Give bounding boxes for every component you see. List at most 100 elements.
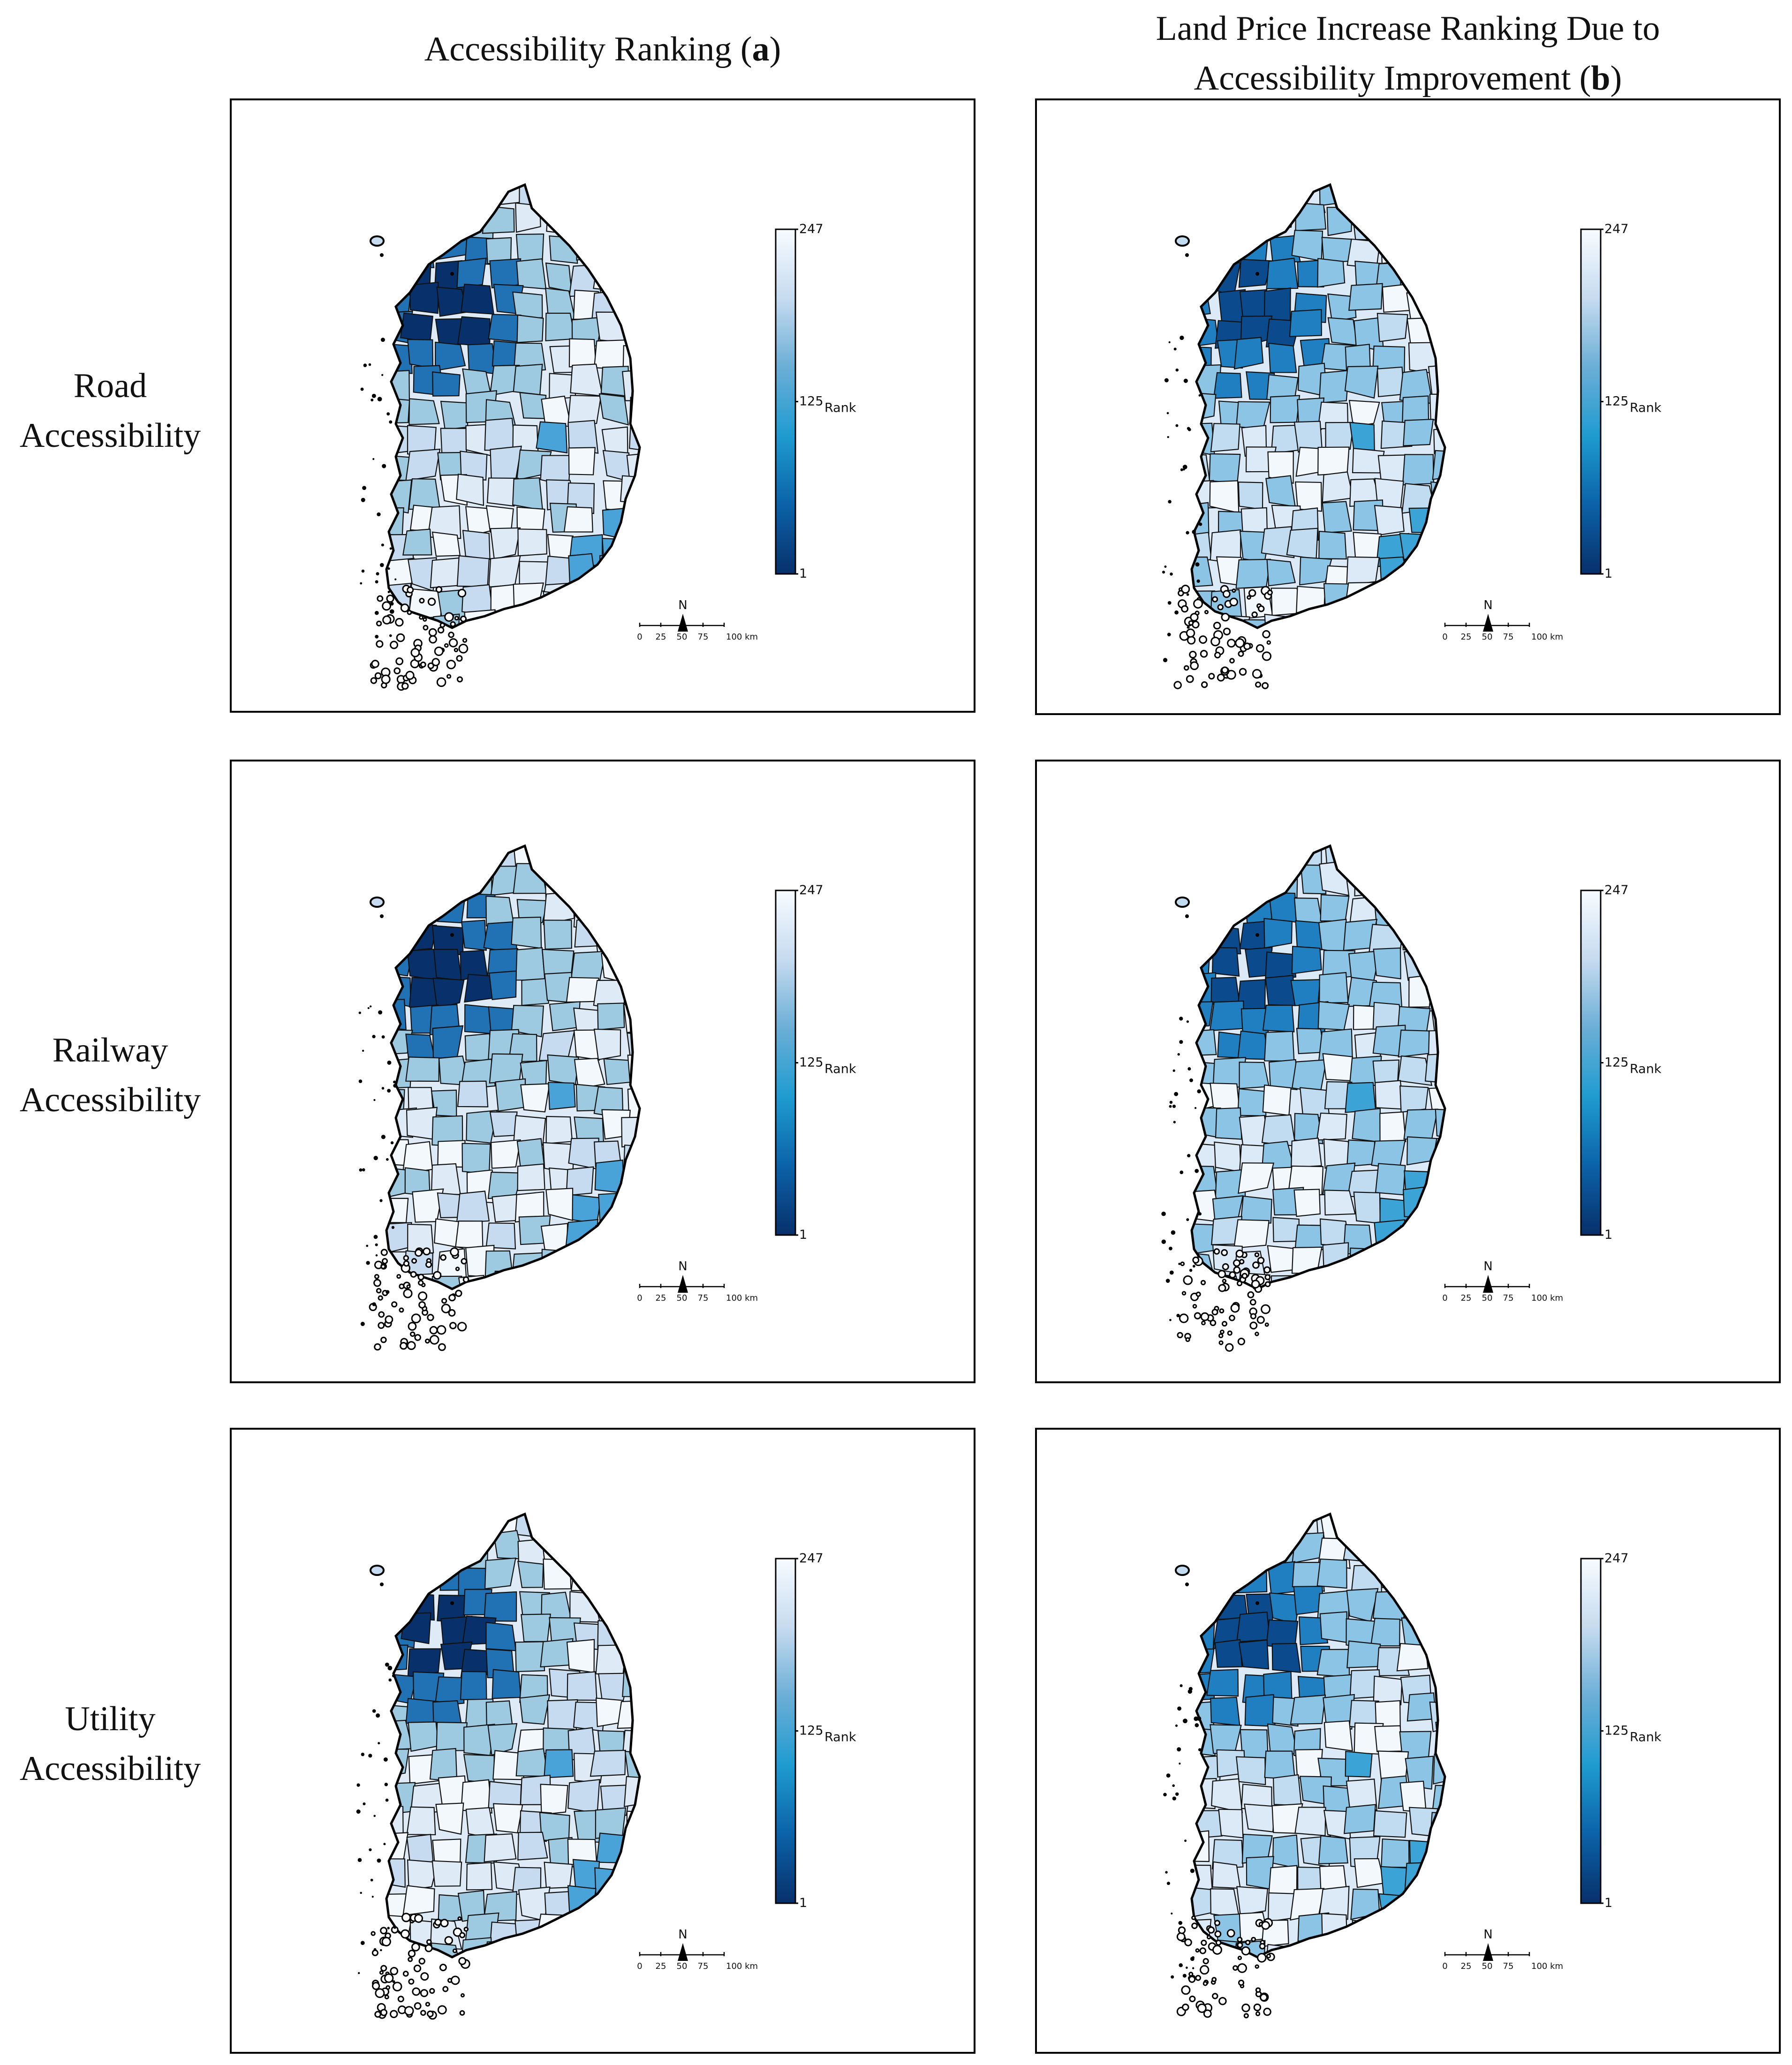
panel-utility-b: 247 125 1 Rank N 0 25 50 75 100 km bbox=[1035, 1428, 1781, 2054]
district-region bbox=[1240, 846, 1267, 867]
district-region bbox=[568, 846, 597, 865]
district-region bbox=[1434, 345, 1445, 377]
district-region bbox=[1289, 309, 1323, 337]
colorbar-tick-mid: 125 bbox=[799, 394, 824, 409]
district-region bbox=[1210, 1888, 1240, 1919]
colorbar-title: Rank bbox=[1630, 401, 1662, 415]
district-region bbox=[1267, 451, 1294, 484]
district-region bbox=[1406, 1888, 1436, 1920]
district-region bbox=[572, 1514, 605, 1536]
district-region bbox=[1212, 185, 1242, 211]
district-region bbox=[1342, 1274, 1376, 1289]
district-region bbox=[1272, 1217, 1300, 1243]
district-region bbox=[1345, 1082, 1376, 1113]
district-region bbox=[489, 1111, 518, 1137]
north-arrow-icon: N bbox=[1483, 1928, 1493, 1961]
district-region bbox=[593, 1224, 624, 1254]
district-region bbox=[1433, 1532, 1445, 1563]
district-region bbox=[628, 1835, 640, 1866]
district-region bbox=[491, 1139, 521, 1169]
row-label-utility: Utility Accessibility bbox=[19, 1700, 201, 1788]
district-region bbox=[1409, 1807, 1440, 1838]
district-region bbox=[1322, 1242, 1349, 1273]
district-region bbox=[626, 232, 640, 264]
district-region bbox=[596, 1277, 628, 1289]
district-region bbox=[536, 421, 568, 454]
district-region bbox=[427, 505, 461, 539]
district-region bbox=[1271, 1643, 1301, 1673]
scale-tick-label: 0 bbox=[1442, 632, 1447, 642]
district-region bbox=[1318, 1835, 1349, 1864]
district-region bbox=[1322, 1053, 1353, 1081]
district-region bbox=[570, 1563, 606, 1592]
district-region bbox=[596, 238, 630, 270]
district-region bbox=[1212, 947, 1240, 977]
panel-railway-b: 247 125 1 Rank N 0 25 50 75 100 km bbox=[1035, 760, 1781, 1383]
colorbar-tick-max: 247 bbox=[799, 222, 824, 236]
district-region bbox=[432, 1025, 464, 1059]
island-northwest bbox=[370, 235, 385, 247]
district-region bbox=[1325, 614, 1358, 628]
district-region bbox=[515, 1748, 549, 1777]
district-region bbox=[598, 554, 630, 582]
district-region bbox=[1236, 1756, 1266, 1786]
district-region bbox=[567, 1779, 600, 1814]
north-label: N bbox=[678, 1928, 687, 1942]
district-region bbox=[455, 1221, 484, 1250]
district-region bbox=[1265, 475, 1296, 507]
colorbar-legend: 247 125 1 Rank bbox=[775, 883, 856, 1242]
district-region bbox=[567, 1940, 595, 1957]
district-region bbox=[567, 395, 602, 425]
district-region bbox=[1215, 207, 1247, 235]
district-region bbox=[628, 1563, 640, 1594]
district-region bbox=[460, 451, 488, 481]
district-region bbox=[1434, 592, 1445, 618]
district-region bbox=[1290, 979, 1321, 1006]
district-region bbox=[1398, 1275, 1430, 1289]
district-region bbox=[513, 363, 543, 395]
district-region bbox=[546, 1514, 578, 1534]
district-region bbox=[1375, 1273, 1404, 1289]
district-region bbox=[628, 203, 640, 230]
island-northwest bbox=[370, 1565, 385, 1576]
scale-bar: 0 25 50 75 100 km bbox=[1442, 1284, 1563, 1303]
scale-tick-label: 0 bbox=[637, 1961, 642, 1971]
island-northwest bbox=[1175, 1565, 1190, 1576]
district-region bbox=[1192, 918, 1222, 953]
district-region bbox=[434, 867, 465, 897]
district-region bbox=[1432, 1590, 1445, 1622]
district-region bbox=[1212, 1861, 1241, 1889]
scale-bar: 0 25 50 75 100 km bbox=[637, 1952, 758, 1971]
district-region bbox=[1214, 1141, 1242, 1173]
district-region bbox=[435, 185, 468, 205]
colorbar bbox=[1580, 228, 1602, 575]
coastline bbox=[1190, 1512, 1446, 1959]
district-region bbox=[1430, 316, 1445, 342]
district-region bbox=[386, 867, 408, 900]
district-region bbox=[1402, 454, 1435, 486]
district-region bbox=[1397, 1055, 1433, 1086]
district-region bbox=[628, 871, 640, 900]
district-region bbox=[512, 291, 543, 320]
colorbar-tick-max: 247 bbox=[1604, 222, 1629, 236]
district-region bbox=[1374, 505, 1405, 536]
district-region bbox=[1346, 1779, 1377, 1812]
district-region bbox=[407, 339, 434, 369]
district-region bbox=[628, 1252, 640, 1286]
district-region bbox=[435, 1802, 464, 1835]
north-label: N bbox=[678, 598, 687, 612]
colorbar-tick-mid: 125 bbox=[1604, 1724, 1629, 1738]
district-region bbox=[1192, 846, 1222, 868]
district-region bbox=[490, 445, 522, 480]
column-header-b-line2: Accessibility Improvement (b) bbox=[1194, 59, 1622, 98]
district-region bbox=[1192, 1029, 1217, 1056]
district-region bbox=[485, 1621, 517, 1651]
district-region bbox=[1291, 1059, 1327, 1093]
district-region bbox=[563, 506, 593, 533]
district-region bbox=[413, 1539, 444, 1566]
district-region bbox=[1263, 918, 1293, 949]
district-region bbox=[1323, 1694, 1355, 1730]
district-region bbox=[1427, 1162, 1445, 1190]
district-region bbox=[1399, 1225, 1429, 1258]
district-region bbox=[511, 1005, 544, 1038]
